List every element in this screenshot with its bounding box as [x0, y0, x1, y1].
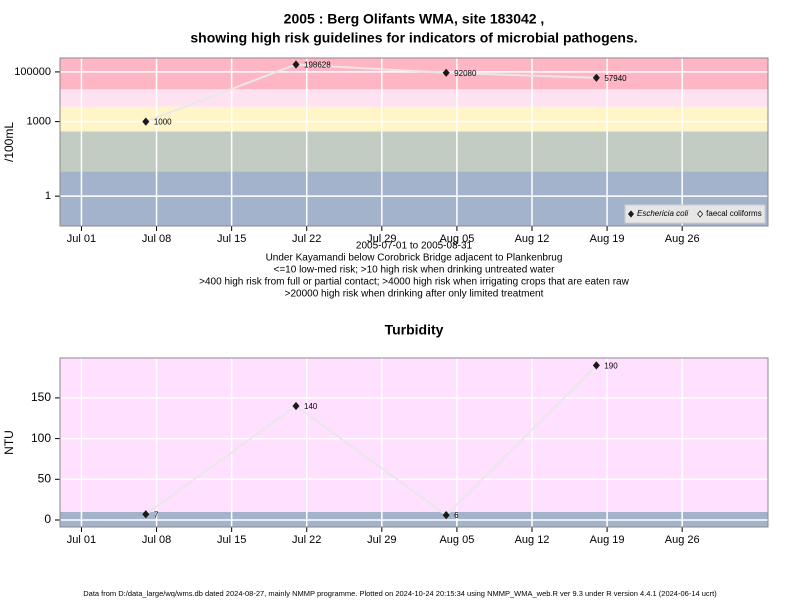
x-tick-label: Jul 29	[367, 534, 396, 546]
data-label: 7	[154, 510, 159, 519]
y-tick-label: 0	[44, 512, 51, 526]
legend-box	[624, 204, 766, 224]
data-label: 57940	[604, 74, 627, 83]
chart-title: showing high risk guidelines for indicat…	[190, 30, 637, 46]
data-point	[442, 68, 450, 77]
data-point	[592, 73, 600, 82]
legend-label: faecal coliforms	[706, 209, 762, 218]
data-label: 198628	[304, 61, 331, 70]
y-tick-label: 50	[38, 471, 52, 485]
y-axis-label: /100mL	[2, 122, 16, 162]
y-tick-label: 1	[45, 190, 51, 202]
x-tick-label: Aug 12	[515, 534, 550, 546]
data-point	[442, 511, 450, 520]
data-point	[292, 60, 300, 69]
risk-band	[60, 106, 768, 132]
x-tick-label: Aug 05	[439, 233, 474, 245]
data-label: 190	[604, 361, 618, 370]
subtitle: 2005-07-01 to 2005-08-31	[356, 241, 473, 252]
x-tick-label: Aug 19	[590, 233, 625, 245]
legend-label: Eschericia coli	[637, 209, 688, 218]
x-tick-label: Aug 26	[665, 534, 700, 546]
x-tick-label: Aug 19	[590, 534, 625, 546]
legend-marker	[627, 210, 635, 218]
risk-band	[60, 131, 768, 172]
y-axis-label: NTU	[2, 430, 16, 455]
series-line	[145, 63, 597, 123]
x-tick-label: Jul 15	[217, 534, 246, 546]
subtitle: >20000 high risk when drinking after onl…	[285, 289, 544, 300]
data-label: 140	[304, 402, 318, 411]
y-tick-label: 1000	[27, 116, 51, 128]
y-tick-label: 100000	[14, 66, 51, 78]
data-label: 1000	[154, 118, 172, 127]
footer: Data from D:/data_large/wq/wms.db dated …	[83, 589, 717, 598]
risk-band	[60, 358, 768, 512]
y-tick-label: 100	[31, 431, 51, 445]
x-tick-label: Aug 12	[515, 233, 550, 245]
series-line	[145, 364, 598, 517]
risk-band	[60, 89, 768, 107]
x-tick-label: Jul 01	[67, 534, 96, 546]
risk-band	[60, 58, 768, 90]
x-tick-label: Jul 08	[142, 233, 171, 245]
x-tick-label: Jul 29	[367, 233, 396, 245]
chart-title: Turbidity	[385, 322, 444, 338]
subtitle: Under Kayamandi below Corobrick Bridge a…	[266, 253, 563, 264]
plot-frame	[59, 357, 769, 528]
data-point	[592, 361, 600, 370]
data-point	[142, 510, 150, 519]
subtitle: >400 high risk from full or partial cont…	[199, 277, 629, 288]
data-label: 92080	[454, 69, 477, 78]
x-tick-label: Jul 22	[292, 534, 321, 546]
x-tick-label: Jul 01	[67, 233, 96, 245]
x-tick-label: Jul 08	[142, 534, 171, 546]
data-point	[292, 401, 300, 411]
x-tick-label: Jul 15	[217, 233, 246, 245]
subtitle: <=10 low-med risk; >10 high risk when dr…	[274, 265, 556, 276]
y-tick-label: 150	[31, 390, 51, 404]
x-tick-label: Aug 26	[665, 233, 700, 245]
data-point	[142, 117, 150, 126]
x-tick-label: Jul 22	[292, 233, 321, 245]
legend-marker	[697, 210, 704, 218]
chart-title: 2005 : Berg Olifants WMA, site 183042 ,	[284, 11, 545, 27]
plot-frame	[59, 57, 769, 227]
x-tick-label: Aug 05	[439, 534, 474, 546]
data-label: 6	[454, 511, 459, 520]
